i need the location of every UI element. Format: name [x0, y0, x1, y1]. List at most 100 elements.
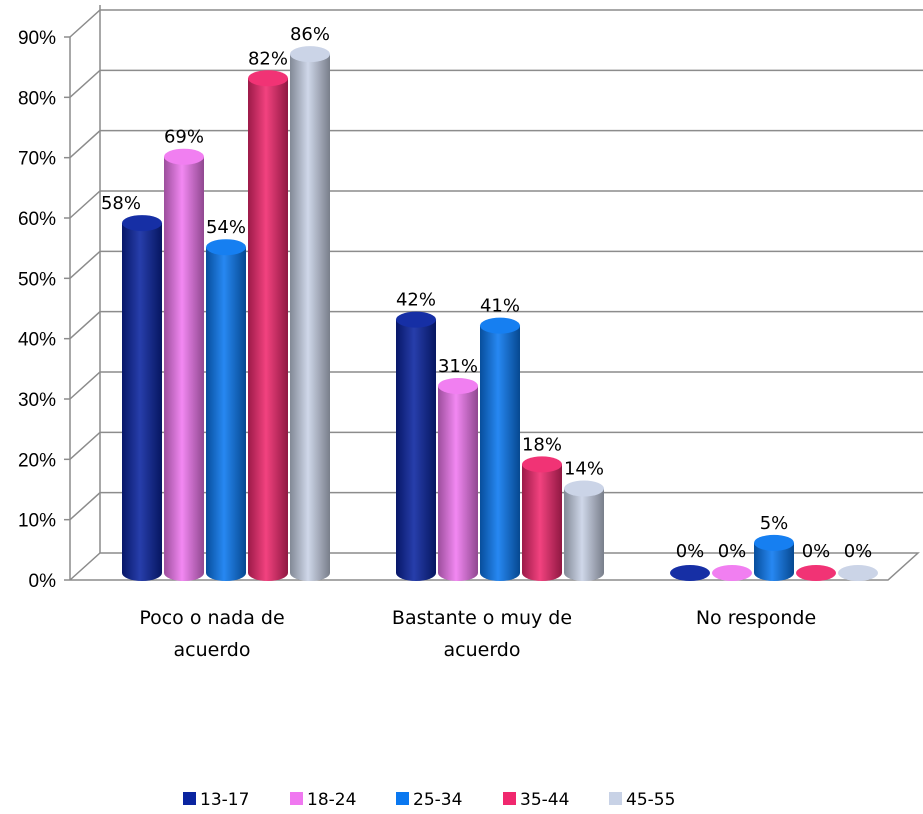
bar-top	[396, 311, 436, 328]
bar-top	[564, 480, 604, 497]
legend-swatch	[183, 792, 196, 805]
data-label: 31%	[438, 356, 478, 377]
bar-body	[438, 385, 478, 581]
y-tick-label: 20%	[18, 450, 56, 471]
bar-body	[290, 54, 330, 581]
x-category-label: acuerdo	[174, 639, 251, 661]
legend-swatch	[396, 792, 409, 805]
bar-top	[206, 239, 246, 256]
bar-body	[522, 464, 562, 581]
bar	[164, 148, 204, 581]
bar	[122, 215, 162, 582]
x-axis: Poco o nada de acuerdo Bastante o muy de ac…	[139, 607, 816, 661]
bar-top	[796, 565, 836, 581]
legend-item: 18-24	[290, 790, 356, 810]
y-tick-label: 40%	[18, 330, 56, 351]
bar-top	[670, 565, 710, 581]
y-tick-label: 70%	[18, 149, 56, 170]
bar	[564, 480, 604, 581]
bar-body	[248, 78, 288, 582]
bar-top	[838, 565, 878, 581]
bar-top	[248, 70, 288, 87]
bar	[754, 534, 794, 581]
bar-top	[754, 534, 794, 551]
gridline	[69, 431, 923, 460]
x-category-label: Poco o nada de	[139, 607, 284, 629]
bar-top	[480, 317, 520, 334]
bar-body	[122, 223, 162, 582]
y-tick-label: 10%	[18, 511, 56, 532]
gridline	[69, 9, 923, 38]
bar	[206, 239, 246, 581]
bar-top	[712, 565, 752, 581]
gridline	[69, 250, 923, 279]
bar-top	[522, 456, 562, 473]
bar	[396, 311, 436, 581]
data-label: 54%	[206, 217, 246, 238]
bar-body	[396, 319, 436, 581]
bar	[248, 70, 288, 582]
legend-swatch	[290, 792, 303, 805]
bar-body	[564, 488, 604, 581]
bar	[480, 317, 520, 581]
x-category-label: No responde	[696, 607, 816, 629]
y-tick-label: 80%	[18, 88, 56, 109]
y-tick-label: 90%	[18, 28, 56, 49]
bar-body	[206, 247, 246, 581]
legend-label: 18-24	[307, 790, 356, 810]
data-label: 0%	[676, 541, 705, 562]
floor	[69, 552, 920, 581]
legend-item: 25-34	[396, 790, 462, 810]
gridline	[69, 371, 923, 400]
bar	[796, 565, 836, 581]
gridline	[69, 491, 923, 521]
bar	[712, 565, 752, 581]
legend-label: 13-17	[200, 790, 249, 810]
gridline	[69, 129, 923, 159]
data-label: 0%	[802, 541, 831, 562]
y-tick-label: 30%	[18, 390, 56, 411]
data-label: 14%	[564, 459, 604, 480]
bar-top	[164, 148, 204, 165]
legend-label: 25-34	[413, 790, 462, 810]
bar-top	[122, 215, 162, 232]
legend-label: 45-55	[626, 790, 675, 810]
gridline	[69, 190, 923, 219]
y-tick-label: 60%	[18, 209, 56, 230]
legend-swatch	[503, 792, 516, 805]
data-label: 0%	[718, 541, 747, 562]
gridline	[69, 310, 923, 340]
bar-body	[164, 156, 204, 581]
bar	[290, 46, 330, 581]
data-labels: 58% 69% 54% 82%86% 42% 31% 41% 18%14% 0% 0% 5% 0% 0%	[101, 24, 872, 562]
gridlines	[69, 5, 923, 581]
y-tick-label: 50%	[18, 269, 56, 290]
legend-label: 35-44	[520, 790, 569, 810]
data-label: 41%	[480, 296, 520, 317]
data-label: 86%	[290, 24, 330, 45]
data-label: 82%	[248, 48, 288, 69]
bars	[122, 46, 878, 582]
legend-item: 13-17	[183, 790, 249, 810]
y-axis: 0% 10% 20% 30% 40% 50% 60% 70% 80% 90%	[18, 28, 71, 592]
bar	[522, 456, 562, 581]
bar-body	[754, 542, 794, 581]
bar	[438, 377, 478, 581]
data-label: 18%	[522, 434, 562, 455]
data-label: 58%	[101, 193, 141, 214]
bar-body	[480, 325, 520, 581]
bar-top	[438, 377, 478, 394]
x-category-label: acuerdo	[444, 639, 521, 661]
y-tick-label: 0%	[29, 571, 57, 592]
data-label: 42%	[396, 290, 436, 311]
gridline	[69, 69, 923, 98]
bar	[838, 565, 878, 581]
bar	[670, 565, 710, 581]
legend: 13-17 18-24 25-34 35-44 45-55	[183, 790, 675, 810]
x-category-label: Bastante o muy de	[392, 607, 572, 629]
legend-item: 35-44	[503, 790, 569, 810]
legend-item: 45-55	[609, 790, 675, 810]
data-label: 69%	[164, 127, 204, 148]
data-label: 5%	[760, 513, 789, 534]
